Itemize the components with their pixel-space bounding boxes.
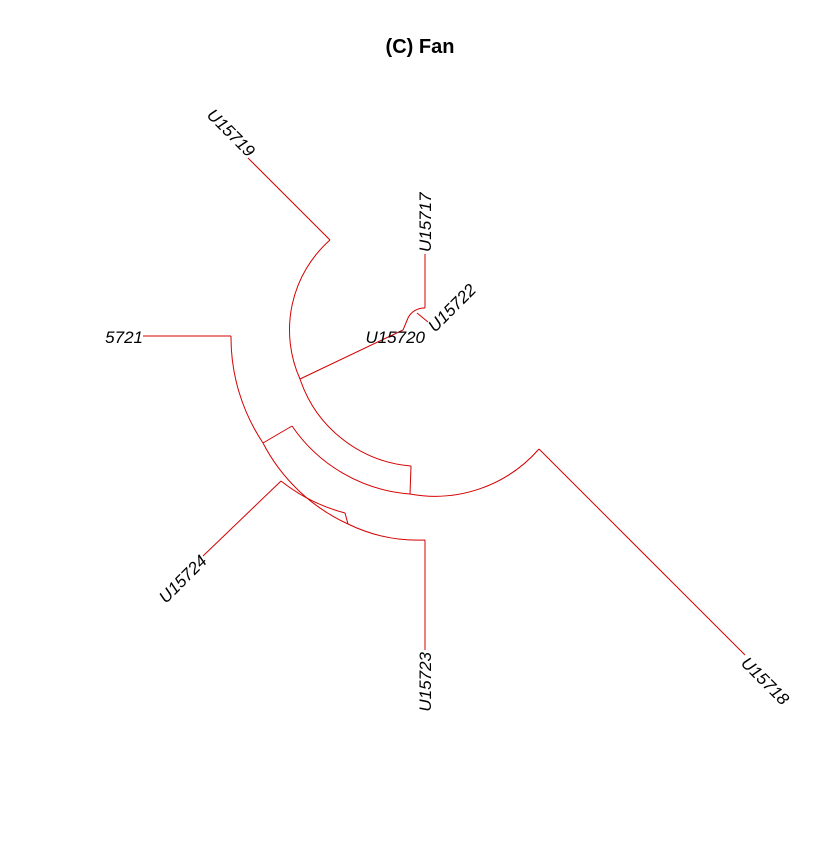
branch-to-u15718 <box>538 448 746 656</box>
branch-lower-arc <box>262 442 349 525</box>
tip-label-u15724: U15724 <box>155 551 211 607</box>
branch-inner-stem <box>402 317 409 331</box>
tip-label-5721: 5721 <box>105 328 143 347</box>
branch-lower-stem <box>262 425 293 444</box>
branch-lower-inner-stem <box>344 512 349 525</box>
tree-branches <box>143 157 746 656</box>
tip-label-u15719: U15719 <box>203 105 259 161</box>
tip-label-u15720: U15720 <box>365 328 425 347</box>
tip-label-u15723: U15723 <box>416 651 435 711</box>
branch-u15723-arc <box>347 523 426 541</box>
branch-to-u15722 <box>416 312 429 323</box>
plot-title: (C) Fan <box>385 36 455 58</box>
tip-label-u15717: U15717 <box>416 192 435 252</box>
branch-to-u15719 <box>247 157 331 241</box>
tip-label-u15718: U15718 <box>737 653 793 709</box>
branch-mid-stem <box>409 465 412 495</box>
branch-root-arc <box>409 448 540 497</box>
branch-inner-arc <box>407 307 426 319</box>
branch-5721-arc <box>230 335 264 444</box>
branch-to-u15724 <box>202 480 282 557</box>
branch-u15724-arc <box>280 480 346 514</box>
tip-labels: U15719 U15717 U15722 U15720 5721 U15724 … <box>105 105 793 711</box>
branch-outer-arc <box>291 425 411 495</box>
branch-to-inner-cluster <box>299 329 404 380</box>
branch-upper-arc <box>289 239 331 380</box>
tip-label-u15722: U15722 <box>424 280 480 336</box>
branch-mid-arc <box>299 378 412 467</box>
